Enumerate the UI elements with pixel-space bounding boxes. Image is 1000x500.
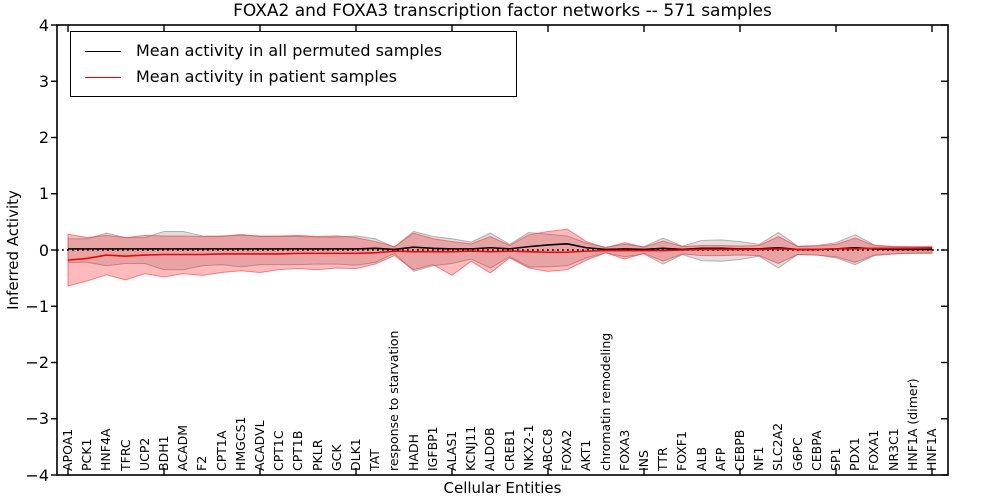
y-tick-label: −2 bbox=[25, 353, 49, 372]
x-tick-label: PDX1 bbox=[847, 437, 863, 471]
x-tick-label: ACADVL bbox=[252, 420, 267, 471]
x-tick-label: FOXA1 bbox=[866, 429, 882, 471]
x-tick-label: HNF4A bbox=[98, 428, 114, 471]
legend-item-permuted: Mean activity in all permuted samples bbox=[85, 41, 506, 61]
x-tick-label: F2 bbox=[194, 455, 210, 471]
y-tick-label: 4 bbox=[38, 15, 49, 35]
x-tick-label: KCNJ11 bbox=[463, 425, 479, 471]
x-tick-label: HADH bbox=[405, 434, 421, 471]
x-tick-label: NR3C1 bbox=[885, 428, 901, 471]
x-tick-label: FOXA2 bbox=[559, 429, 575, 471]
x-tick-label: HNF1A bbox=[924, 428, 939, 471]
patient-line-swatch bbox=[85, 76, 121, 78]
y-tick-label: 3 bbox=[38, 71, 49, 91]
chart-title: FOXA2 and FOXA3 transcription factor net… bbox=[233, 1, 772, 21]
x-tick-label: SLC2A2 bbox=[770, 422, 786, 471]
x-tick-label: AKT1 bbox=[578, 439, 594, 471]
x-tick-label: TAT bbox=[367, 449, 383, 471]
x-tick-label: CREB1 bbox=[501, 429, 517, 471]
x-tick-label: ACADM bbox=[175, 424, 191, 471]
x-tick-label: AFP bbox=[712, 447, 728, 471]
x-tick-label: UCP2 bbox=[136, 437, 152, 471]
x-tick-label: response to starvation bbox=[386, 330, 402, 472]
patient-mean-line bbox=[67, 246, 933, 261]
patient-std-band bbox=[67, 228, 933, 287]
x-tick-label: BDH1 bbox=[156, 435, 171, 471]
y-tick-label: −1 bbox=[25, 296, 49, 316]
permuted-line-swatch bbox=[85, 50, 121, 52]
legend-label-permuted: Mean activity in all permuted samples bbox=[136, 41, 443, 60]
x-tick-label: CPT1C bbox=[271, 430, 287, 471]
x-tick-label: NF1 bbox=[751, 446, 767, 472]
x-tick-label: CEBPB bbox=[732, 429, 747, 471]
x-tick-label: DLK1 bbox=[348, 438, 363, 471]
x-tick-label: ALB bbox=[693, 446, 709, 471]
x-tick-label: ABCC8 bbox=[540, 428, 555, 471]
x-tick-label: FOXF1 bbox=[674, 431, 690, 471]
x-tick-label: INS bbox=[636, 450, 651, 471]
x-axis-label: Cellular Entities bbox=[443, 479, 562, 497]
x-tick-label: CEBPA bbox=[808, 430, 824, 472]
x-tick-label: ALDOB bbox=[482, 427, 498, 471]
x-tick-label: ALAS1 bbox=[444, 430, 459, 471]
x-tick-label: TTR bbox=[655, 447, 671, 471]
x-tick-label: TFRC bbox=[117, 439, 133, 471]
x-tick-label: chromatin remodeling bbox=[597, 332, 613, 471]
x-tick-label: NKX2-1 bbox=[520, 424, 536, 471]
x-tick-label: PKLR bbox=[309, 439, 325, 471]
y-tick-label: 0 bbox=[38, 240, 49, 260]
x-tick-label: HNF1A (dimer) bbox=[904, 378, 920, 471]
legend: Mean activity in all permuted samples Me… bbox=[70, 31, 517, 97]
x-tick-label: HMGCS1 bbox=[232, 416, 248, 472]
x-tick-label: PCK1 bbox=[79, 438, 95, 471]
x-tick-label: FOXA3 bbox=[616, 429, 632, 471]
x-tick-label: G6PC bbox=[789, 437, 805, 471]
legend-item-patient: Mean activity in patient samples bbox=[85, 67, 506, 87]
y-tick-label: −4 bbox=[25, 465, 49, 485]
legend-label-patient: Mean activity in patient samples bbox=[136, 67, 397, 86]
x-tick-label: SP1 bbox=[828, 447, 843, 471]
y-tick-label: 2 bbox=[38, 128, 49, 147]
x-tick-label: CPT1B bbox=[290, 430, 306, 471]
x-tick-label: APOA1 bbox=[60, 428, 75, 471]
x-tick-label: IGFBP1 bbox=[424, 426, 440, 471]
y-tick-label: −3 bbox=[25, 409, 49, 429]
y-tick-label: 1 bbox=[38, 184, 49, 204]
x-tick-label: CPT1A bbox=[213, 430, 229, 471]
x-tick-label: GCK bbox=[328, 444, 344, 471]
